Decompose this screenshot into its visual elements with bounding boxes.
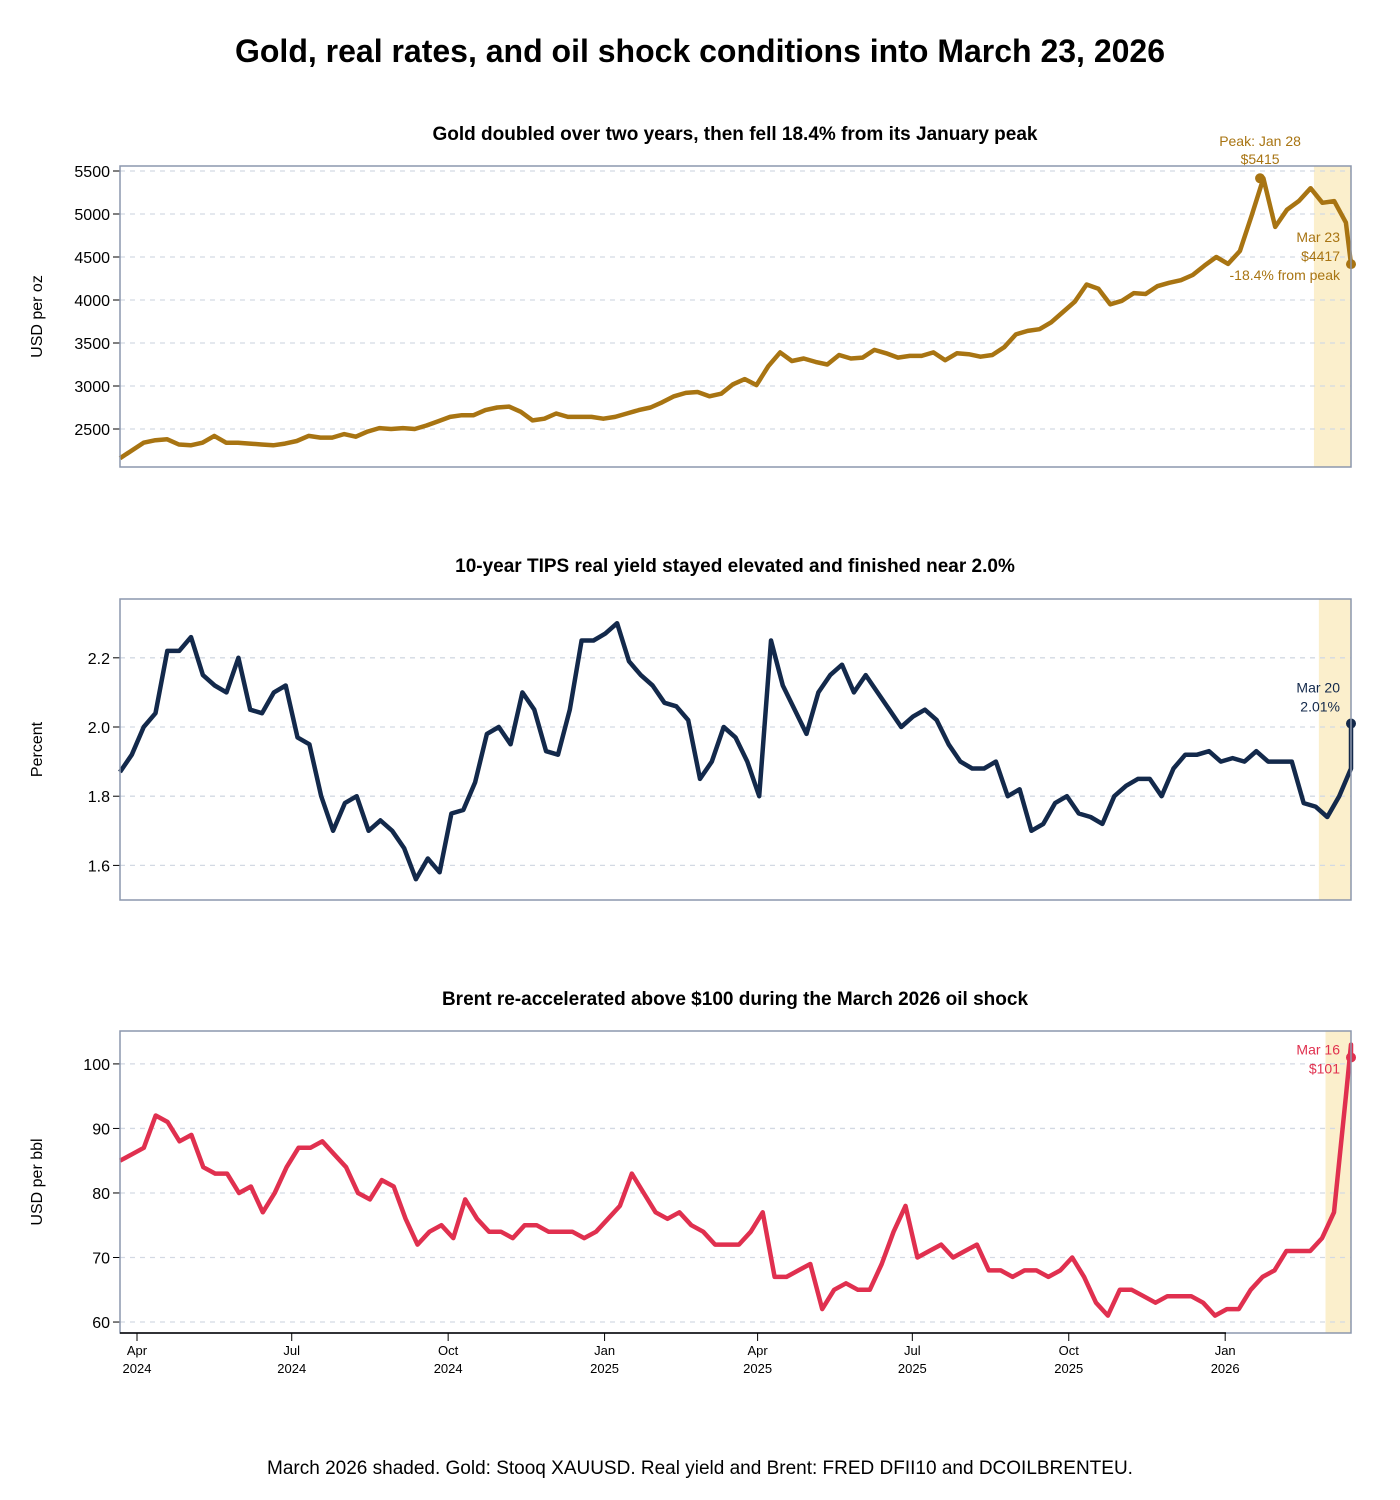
- plot-frame: [119, 165, 1352, 468]
- y-tick-label: 2.2: [88, 651, 110, 668]
- x-tick-label: 2025: [898, 1361, 927, 1376]
- panel-title: 10-year TIPS real yield stayed elevated …: [455, 556, 1015, 577]
- main-title: Gold, real rates, and oil shock conditio…: [235, 33, 1165, 69]
- brent-series-line: [118, 1042, 1354, 1318]
- x-tick-label: Oct: [438, 1343, 459, 1358]
- y-tick-label: 80: [92, 1186, 110, 1203]
- annotation-label: Mar 20: [1296, 680, 1340, 696]
- real-yield-series-line: [118, 620, 1354, 882]
- annotation-label: Mar 23: [1296, 229, 1340, 245]
- x-tick-label: Apr: [747, 1343, 768, 1358]
- y-axis-label: USD per bbl: [29, 1138, 46, 1225]
- x-tick-label: Apr: [127, 1343, 148, 1358]
- annotation-label: Peak: Jan 28: [1219, 133, 1301, 149]
- x-tick-label: 2026: [1211, 1361, 1240, 1376]
- x-tick-label: Jul: [904, 1343, 921, 1358]
- x-tick-label: Oct: [1059, 1343, 1080, 1358]
- y-tick-label: 90: [92, 1121, 110, 1138]
- y-tick-label: 60: [92, 1315, 110, 1332]
- x-tick-label: 2025: [590, 1361, 619, 1376]
- y-axis-label: USD per oz: [29, 275, 46, 358]
- annotation-label: 2.01%: [1300, 699, 1340, 715]
- footer-note: March 2026 shaded. Gold: Stooq XAUUSD. R…: [267, 1458, 1133, 1479]
- annotation-label: $4417: [1301, 248, 1340, 264]
- y-tick-label: 2.0: [88, 720, 110, 737]
- y-tick-label: 3000: [74, 379, 110, 396]
- x-tick-label: Jan: [594, 1343, 615, 1358]
- y-tick-label: 70: [92, 1251, 110, 1268]
- gold-series-line: [118, 176, 1354, 461]
- march-2026-shade: [1313, 166, 1351, 467]
- x-tick-label: Jul: [283, 1343, 300, 1358]
- y-tick-label: 100: [83, 1057, 110, 1074]
- y-tick-label: 2500: [74, 422, 110, 439]
- x-tick-label: 2024: [123, 1361, 152, 1376]
- y-axis-label: Percent: [29, 721, 46, 777]
- x-tick-label: 2025: [1054, 1361, 1083, 1376]
- y-tick-label: 1.6: [88, 858, 110, 875]
- panel-title: Brent re-accelerated above $100 during t…: [442, 989, 1029, 1010]
- annotation-label: $5415: [1241, 151, 1280, 167]
- y-tick-label: 4000: [74, 293, 110, 310]
- annotation-label: -18.4% from peak: [1230, 267, 1341, 283]
- panel-title: Gold doubled over two years, then fell 1…: [432, 124, 1037, 145]
- annotation-label: Mar 16: [1296, 1041, 1340, 1057]
- march-2026-shade: [1318, 599, 1351, 900]
- y-tick-label: 3500: [74, 336, 110, 353]
- x-tick-label: 2024: [434, 1361, 463, 1376]
- x-tick-label: 2024: [277, 1361, 306, 1376]
- panel-real-yield: 10-year TIPS real yield stayed elevated …: [29, 556, 1356, 901]
- plot-frame: [119, 598, 1352, 901]
- annotation-marker: [1255, 173, 1266, 184]
- y-tick-label: 1.8: [88, 789, 110, 806]
- x-tick-label: Jan: [1215, 1343, 1236, 1358]
- x-tick-label: 2025: [743, 1361, 772, 1376]
- panel-brent: Brent re-accelerated above $100 during t…: [29, 989, 1356, 1376]
- annotation-label: $101: [1309, 1060, 1340, 1076]
- panel-gold: Gold doubled over two years, then fell 1…: [29, 124, 1356, 468]
- y-tick-label: 5000: [74, 207, 110, 224]
- y-tick-label: 5500: [74, 164, 110, 181]
- y-tick-label: 4500: [74, 250, 110, 267]
